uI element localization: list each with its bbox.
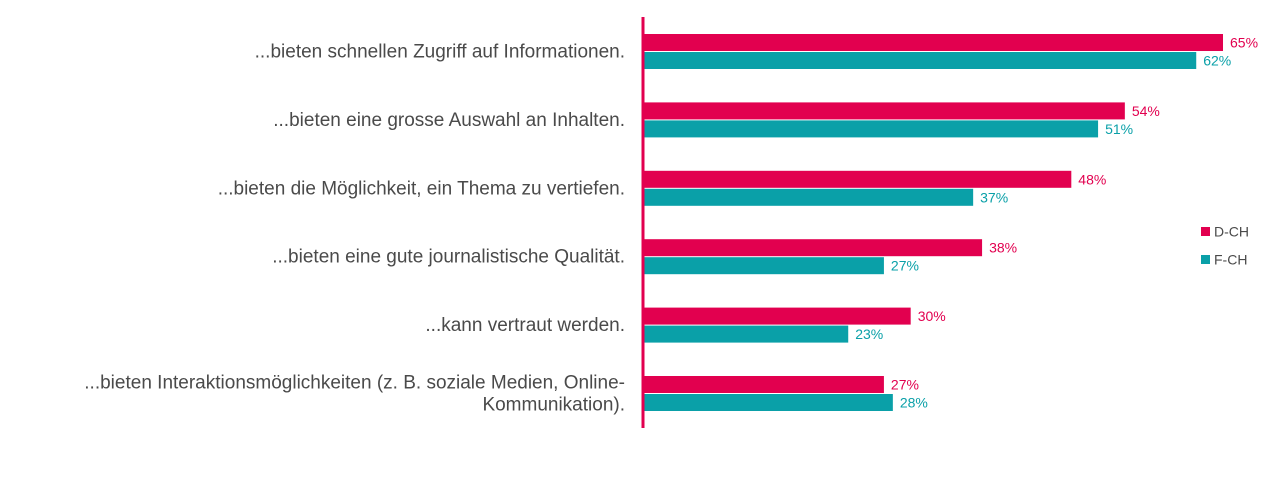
value-label-f-ch-3: 37%	[980, 189, 1008, 205]
bar-f-ch-5	[643, 325, 849, 343]
value-label-f-ch-6: 28%	[900, 395, 928, 411]
legend-swatch-d-ch	[1201, 227, 1210, 236]
category-labels: ...bieten schnellen Zugriff auf Informat…	[84, 42, 625, 416]
value-label-d-ch-6: 27%	[891, 377, 919, 393]
legend-label-d-ch: D-CH	[1214, 224, 1249, 240]
bar-f-ch-6	[643, 394, 893, 411]
legend-swatch-f-ch	[1201, 255, 1210, 264]
value-label-d-ch-4: 38%	[989, 240, 1017, 256]
category-label: ...bieten eine grosse Auswahl an Inhalte…	[273, 110, 625, 131]
bar-d-ch-6	[643, 376, 884, 393]
category-label: ...bieten die Möglichkeit, ein Thema zu …	[218, 178, 625, 199]
category-label: ...bieten eine gute journalistische Qual…	[272, 247, 625, 268]
bar-d-ch-1	[643, 34, 1223, 51]
bar-f-ch-2	[643, 120, 1099, 138]
bar-f-ch-3	[643, 188, 974, 206]
bar-d-ch-4	[643, 239, 983, 257]
value-label-f-ch-1: 62%	[1203, 53, 1231, 69]
bar-d-ch-2	[643, 102, 1125, 120]
category-label: ...bieten schnellen Zugriff auf Informat…	[255, 42, 625, 63]
value-labels: 65% 62% 54% 51% 48% 37% 38% 27% 30% 23% 27% 28%	[855, 35, 1258, 411]
bar-d-ch-5	[643, 307, 911, 325]
category-label: ...kann vertraut werden.	[425, 315, 625, 336]
legend: D-CH F-CH	[1201, 224, 1249, 268]
value-label-f-ch-5: 23%	[855, 326, 883, 342]
value-label-d-ch-2: 54%	[1132, 103, 1160, 119]
bars-layer	[643, 34, 1223, 411]
value-label-d-ch-5: 30%	[918, 308, 946, 324]
value-label-f-ch-2: 51%	[1105, 121, 1133, 137]
value-label-f-ch-4: 27%	[891, 258, 919, 274]
category-label: ...bieten Interaktionsmöglichkeiten (z. …	[84, 373, 625, 416]
value-label-d-ch-3: 48%	[1078, 171, 1106, 187]
value-label-d-ch-1: 65%	[1230, 35, 1258, 51]
bar-f-ch-4	[643, 257, 884, 275]
legend-label-f-ch: F-CH	[1214, 252, 1247, 268]
bar-f-ch-1	[643, 52, 1197, 69]
bar-d-ch-3	[643, 170, 1072, 188]
